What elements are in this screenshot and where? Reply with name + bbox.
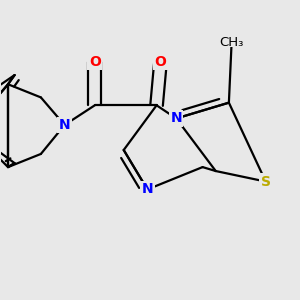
Text: N: N [170, 111, 182, 125]
Text: N: N [59, 118, 70, 132]
Text: CH₃: CH₃ [219, 36, 244, 49]
Text: S: S [261, 175, 271, 189]
Text: N: N [142, 182, 153, 197]
Text: O: O [154, 55, 166, 69]
Text: O: O [89, 55, 101, 69]
